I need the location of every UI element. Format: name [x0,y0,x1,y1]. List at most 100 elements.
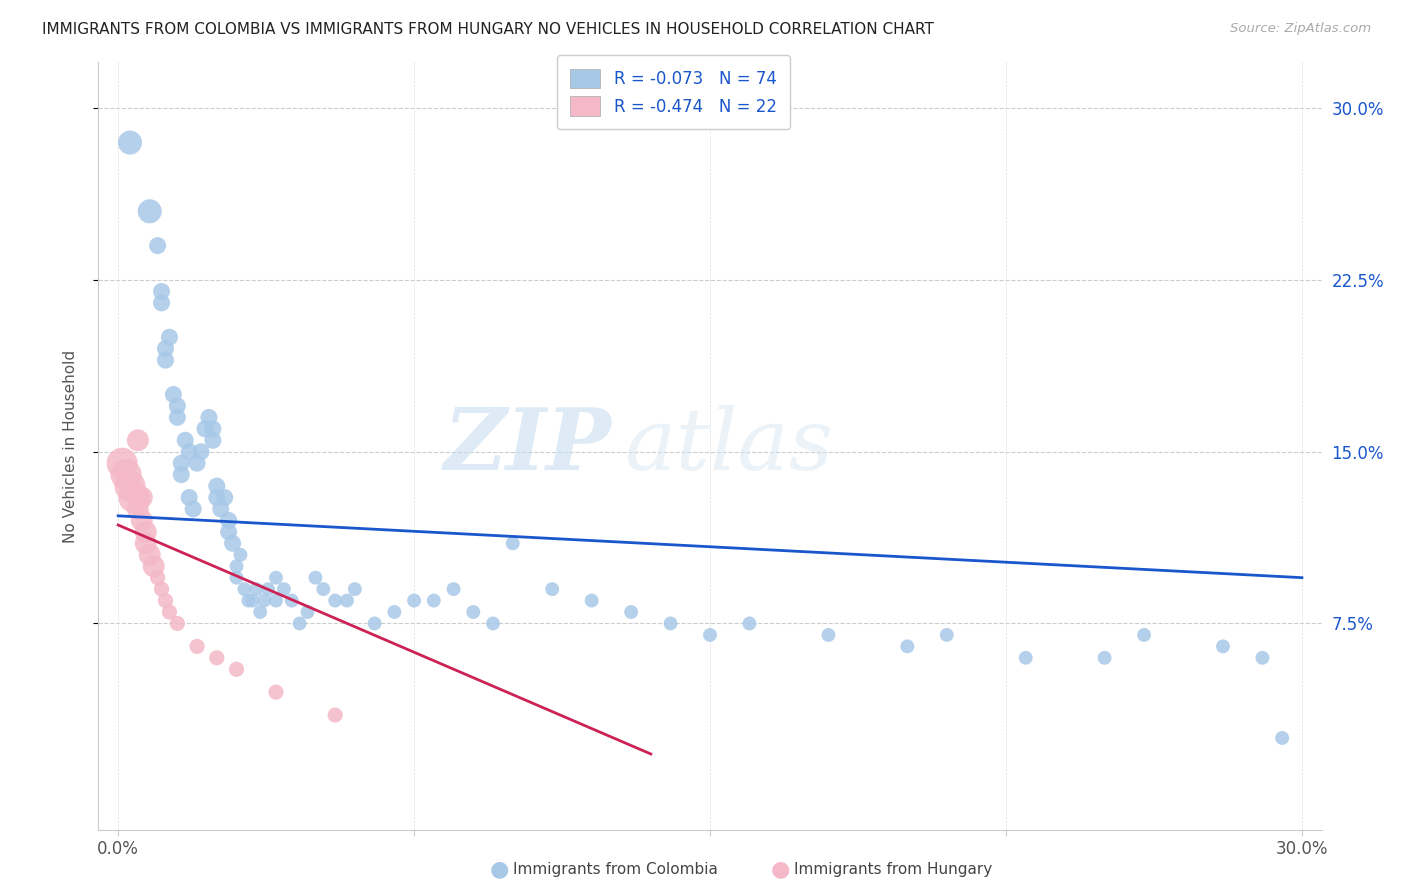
Point [423,593,446,607]
Point [229,548,252,562]
Text: ZIP: ZIP [444,404,612,488]
Point [186,456,208,470]
Point [214,491,236,505]
Point [127,502,149,516]
Point [166,410,188,425]
Point [111,456,134,470]
Point [238,593,260,607]
Point [142,559,165,574]
Point [150,285,173,299]
Point [1212,640,1234,654]
Point [288,616,311,631]
Point [382,605,405,619]
Legend: R = -0.073   N = 74, R = -0.474   N = 22: R = -0.073 N = 74, R = -0.474 N = 22 [557,55,790,129]
Point [138,548,160,562]
Point [138,204,160,219]
Point [281,593,304,607]
Point [738,616,761,631]
Point [201,422,224,436]
Point [1251,650,1274,665]
Text: Immigrants from Colombia: Immigrants from Colombia [513,863,718,877]
Point [155,593,177,607]
Point [463,605,485,619]
Y-axis label: No Vehicles in Household: No Vehicles in Household [63,350,77,542]
Point [225,571,247,585]
Text: IMMIGRANTS FROM COLOMBIA VS IMMIGRANTS FROM HUNGARY NO VEHICLES IN HOUSEHOLD COR: IMMIGRANTS FROM COLOMBIA VS IMMIGRANTS F… [42,22,934,37]
Point [194,422,217,436]
Point [817,628,839,642]
Point [233,582,256,596]
Point [1094,650,1116,665]
Point [159,605,181,619]
Point [363,616,385,631]
Text: ●: ● [489,860,509,880]
Point [264,593,287,607]
Point [1133,628,1156,642]
Point [135,536,157,550]
Point [273,582,295,596]
Point [1015,650,1038,665]
Point [162,387,184,401]
Point [205,479,228,493]
Point [297,605,319,619]
Point [336,593,359,607]
Point [146,238,169,252]
Point [225,559,247,574]
Point [443,582,465,596]
Point [221,536,243,550]
Point [190,444,212,458]
Point [323,708,346,723]
Point [343,582,366,596]
Point [186,640,208,654]
Point [155,353,177,368]
Point [166,616,188,631]
Point [502,536,524,550]
Point [699,628,721,642]
Point [131,513,153,527]
Point [240,593,263,607]
Text: ●: ● [770,860,790,880]
Point [209,502,232,516]
Point [935,628,957,642]
Point [257,582,280,596]
Text: Immigrants from Hungary: Immigrants from Hungary [794,863,993,877]
Point [127,434,149,448]
Point [201,434,224,448]
Point [198,410,221,425]
Point [541,582,564,596]
Point [170,467,193,482]
Point [245,582,267,596]
Point [150,582,173,596]
Point [404,593,426,607]
Point [174,434,197,448]
Point [264,571,287,585]
Point [131,491,153,505]
Point [218,513,240,527]
Point [581,593,603,607]
Point [118,479,141,493]
Point [225,662,247,676]
Point [159,330,181,344]
Point [482,616,505,631]
Point [135,524,157,539]
Point [249,605,271,619]
Point [150,296,173,310]
Point [323,593,346,607]
Point [118,136,141,150]
Point [115,467,138,482]
Point [659,616,682,631]
Point [179,491,201,505]
Point [155,342,177,356]
Text: atlas: atlas [624,405,834,487]
Point [181,502,204,516]
Point [146,571,169,585]
Point [122,491,145,505]
Point [312,582,335,596]
Point [166,399,188,413]
Text: Source: ZipAtlas.com: Source: ZipAtlas.com [1230,22,1371,36]
Point [170,456,193,470]
Point [620,605,643,619]
Point [179,444,201,458]
Point [1271,731,1294,745]
Point [218,524,240,539]
